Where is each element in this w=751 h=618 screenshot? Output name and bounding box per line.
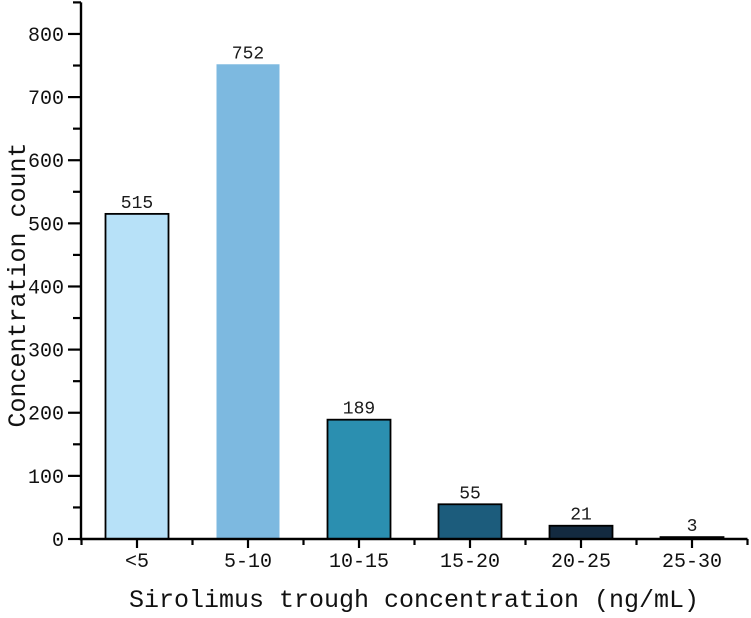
x-tick-label: 20-25	[551, 551, 611, 574]
y-tick-label: 600	[28, 151, 64, 174]
y-tick-label: 100	[28, 467, 64, 490]
x-tick-label: <5	[125, 551, 149, 574]
bar-value-label: 55	[459, 484, 481, 504]
chart-plot-area: 515 752 189 55 21 3 0 100 200 300 400 500 600 700 800 <…	[28, 1, 749, 574]
x-tick-label: 25-30	[662, 551, 722, 574]
bar-value-label: 752	[232, 44, 264, 64]
bar-5-10	[216, 64, 280, 540]
y-tick-label: 200	[28, 404, 64, 427]
y-tick-label: 300	[28, 341, 64, 364]
bar-value-label: 189	[343, 400, 375, 420]
bar-value-label: 3	[687, 517, 698, 537]
y-tick-label: 800	[28, 25, 64, 48]
y-tick-label: 400	[28, 277, 64, 300]
x-tick-label: 5-10	[224, 551, 272, 574]
x-tick-label: 10-15	[329, 551, 389, 574]
bar-value-label: 21	[570, 506, 592, 526]
bar-<5	[104, 212, 170, 540]
bar-10-15	[326, 418, 392, 540]
y-tick-label: 700	[28, 88, 64, 111]
y-axis-title: Concentration count	[4, 142, 33, 427]
y-tick-label: 0	[52, 530, 64, 553]
bar-value-label: 515	[121, 194, 153, 214]
bar-15-20	[437, 503, 503, 540]
x-tick-label: 15-20	[440, 551, 500, 574]
x-axis-title: Sirolimus trough concentration (ng/mL)	[129, 586, 699, 615]
bar-20-25	[548, 524, 614, 540]
y-tick-label: 500	[28, 214, 64, 237]
